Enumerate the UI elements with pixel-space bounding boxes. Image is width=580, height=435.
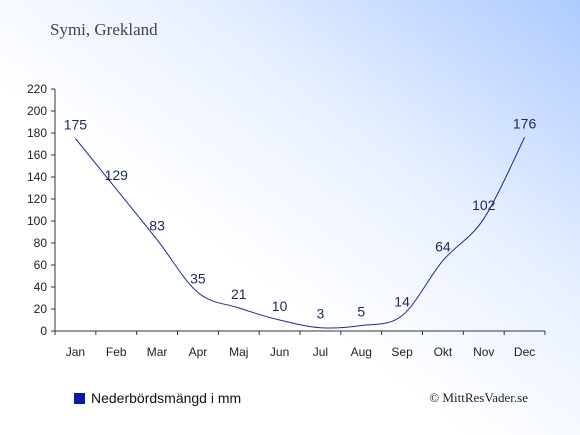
x-tick-label: Jul — [313, 345, 328, 359]
x-tick-label: Nov — [473, 345, 494, 359]
data-label: 3 — [317, 306, 325, 322]
legend-swatch — [74, 392, 85, 404]
x-tick-label: Sep — [391, 345, 413, 359]
y-tick-label: 100 — [27, 214, 47, 228]
data-label: 83 — [149, 218, 165, 234]
x-tick-label: Okt — [434, 345, 453, 359]
legend: Nederbördsmängd i mm — [74, 390, 241, 406]
legend-label: Nederbördsmängd i mm — [91, 390, 242, 406]
y-tick-label: 140 — [27, 170, 47, 184]
y-tick-label: 40 — [34, 280, 48, 294]
data-label: 129 — [105, 167, 129, 183]
data-label: 21 — [231, 286, 247, 302]
x-tick-label: Jan — [66, 345, 85, 359]
y-tick-label: 20 — [34, 302, 48, 316]
data-label: 5 — [357, 304, 365, 320]
data-label: 14 — [394, 294, 410, 310]
data-label: 64 — [435, 239, 451, 255]
x-tick-label: Dec — [514, 345, 535, 359]
y-tick-label: 0 — [40, 324, 47, 338]
data-label: 102 — [472, 197, 496, 213]
x-tick-label: Mar — [147, 345, 168, 359]
data-label: 175 — [64, 117, 88, 133]
x-tick-label: Aug — [351, 345, 372, 359]
y-tick-label: 120 — [27, 192, 47, 206]
y-tick-label: 180 — [27, 126, 47, 140]
y-tick-label: 160 — [27, 148, 47, 162]
chart-location-title: Symi, Grekland — [50, 20, 158, 39]
y-tick-label: 200 — [27, 104, 47, 118]
y-tick-label: 80 — [34, 236, 48, 250]
data-label: 35 — [190, 271, 206, 287]
precipitation-series-line — [75, 137, 526, 329]
x-tick-label: Jun — [270, 345, 289, 359]
data-label: 176 — [513, 115, 537, 131]
x-tick-label: Feb — [106, 345, 127, 359]
data-label: 10 — [272, 298, 288, 314]
x-tick-label: Apr — [189, 345, 208, 359]
y-tick-label: 220 — [27, 82, 47, 96]
x-tick-label: Maj — [229, 345, 248, 359]
credit-text: © MittResVader.se — [429, 390, 528, 405]
y-tick-label: 60 — [34, 258, 48, 272]
